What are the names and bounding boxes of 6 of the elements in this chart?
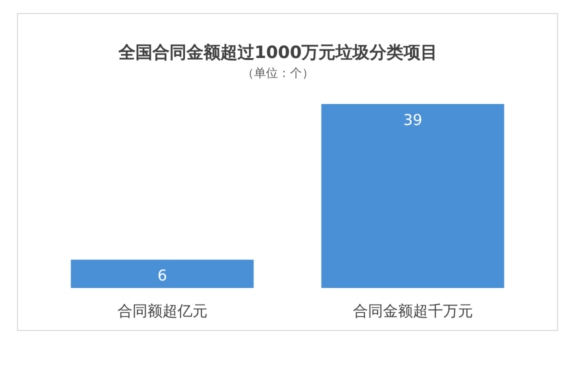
x-tick-label: 合同额超亿元 <box>117 302 208 320</box>
data-label: 6 <box>157 266 168 285</box>
x-tick-label: 合同金额超千万元 <box>352 302 473 320</box>
data-label: 39 <box>403 111 422 129</box>
chart-subtitle: （单位：个） <box>242 66 314 80</box>
chart-title: 全国合同金额超过1000万元垃圾分类项目 <box>117 43 438 63</box>
